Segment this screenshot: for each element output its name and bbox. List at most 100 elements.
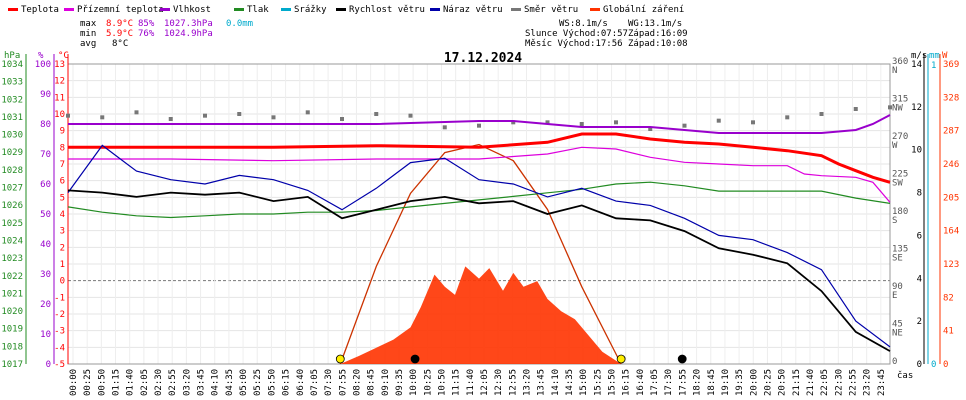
temperature-tick-5: 8 (60, 143, 65, 153)
direction-tick-1: 315 (892, 95, 908, 105)
x-tick-52: 21:40 (806, 369, 816, 396)
wind-speed-info: WS:8.1m/s (559, 19, 608, 29)
stat-max-press: 1027.3hPa (164, 19, 213, 29)
x-tick-23: 09:35 (395, 369, 405, 396)
wind-direction-point (682, 123, 687, 128)
radiation-tick-4: 205 (943, 193, 959, 203)
x-tick-33: 13:45 (537, 369, 547, 396)
wind-direction-point (100, 115, 105, 120)
wind-direction-point (168, 117, 173, 121)
wind-tick-5: 4 (917, 274, 922, 284)
legend-swatch-6 (430, 8, 440, 11)
x-tick-4: 01:40 (126, 369, 136, 396)
pressure-tick-5: 1029 (1, 148, 23, 158)
direction-label-7: NE (892, 329, 903, 339)
x-tick-50: 20:50 (778, 369, 788, 396)
x-tick-14: 05:50 (267, 369, 277, 396)
grid (67, 63, 891, 365)
wind-gust-line (67, 144, 891, 348)
x-tick-5: 02:05 (140, 369, 150, 396)
x-tick-40: 16:40 (636, 369, 646, 396)
legend-label-5: Rychlost větru (349, 5, 425, 15)
stat-avg-label: avg (80, 39, 96, 49)
pressure-tick-12: 1022 (1, 272, 23, 282)
wind-tick-1: 12 (911, 103, 922, 113)
humidity-tick-2: 80 (40, 120, 51, 130)
legend-label-0: Teplota (21, 5, 59, 15)
pressure-tick-16: 1018 (1, 342, 23, 352)
wind-tick-7: 0 (917, 360, 922, 370)
moon-set-info: Západ:10:08 (628, 39, 688, 49)
x-tick-25: 10:25 (423, 369, 433, 396)
wind-speed-line (67, 189, 891, 352)
x-tick-48: 20:00 (749, 369, 759, 396)
moon-rise-info: Měsíc Východ:17:56 (525, 39, 623, 49)
pressure-tick-1: 1033 (1, 78, 23, 88)
legend-label-2: Vlhkost (173, 5, 211, 15)
x-tick-30: 12:30 (494, 369, 504, 396)
chart-title: 17.12.2024 (444, 51, 522, 66)
wind-unit: m/s (911, 51, 927, 61)
x-tick-44: 18:20 (693, 369, 703, 396)
stat-max-rain: 0.0mm (226, 19, 253, 29)
radiation-tick-6: 123 (943, 260, 959, 270)
plot-area (66, 105, 892, 365)
wind-direction-point (648, 127, 653, 131)
x-tick-0: 00:00 (69, 369, 79, 396)
pressure-tick-2: 1032 (1, 95, 23, 105)
wind-direction-point (614, 120, 618, 125)
direction-tick-6: 90 (892, 282, 903, 292)
humidity-tick-8: 20 (40, 300, 51, 310)
wind-direction-point (442, 125, 447, 130)
x-tick-28: 11:40 (466, 369, 476, 396)
pressure-tick-17: 1017 (1, 360, 23, 370)
humidity-line (68, 114, 891, 134)
radiation-tick-9: 0 (943, 360, 948, 370)
legend-swatch-3 (234, 8, 244, 11)
x-tick-32: 13:20 (523, 369, 533, 396)
direction-tick-7: 45 (892, 320, 903, 330)
x-tick-8: 03:20 (182, 369, 192, 396)
legend-swatch-4 (281, 8, 291, 11)
x-tick-49: 20:25 (763, 369, 773, 396)
stat-max-hum: 85% (138, 19, 155, 29)
pressure-tick-8: 1026 (1, 201, 23, 211)
x-tick-29: 12:05 (480, 369, 490, 396)
x-tick-12: 05:00 (239, 369, 249, 396)
x-tick-43: 17:55 (678, 369, 688, 396)
stat-min-label: min (80, 29, 96, 39)
x-tick-41: 17:05 (650, 369, 660, 396)
wind-direction-point (203, 113, 207, 118)
x-axis-ticks: 00:00 00:25 00:50 01:15 01:40 02:05 02:30 02:55… (69, 369, 887, 396)
sunrise-marker (335, 354, 345, 364)
legend-swatch-0 (8, 8, 18, 11)
wind-direction-point (66, 113, 70, 118)
x-tick-46: 19:10 (721, 369, 731, 396)
stat-min-hum: 76% (138, 29, 155, 39)
wind-direction-point (751, 120, 755, 125)
wind-direction-point (579, 122, 584, 126)
x-tick-55: 22:55 (848, 369, 858, 396)
wind-direction-point (785, 115, 790, 120)
x-tick-7: 02:55 (168, 369, 178, 396)
wind-direction-point (888, 105, 892, 110)
theoretical-radiation-line (339, 143, 622, 365)
temperature-tick-4: 9 (60, 127, 65, 137)
wind-direction-point (271, 115, 276, 120)
direction-label-4: S (892, 216, 897, 226)
humidity-tick-9: 10 (40, 330, 51, 340)
stats-block: max 8.9°C 85% 1027.3hPa 0.0mm min 5.9°C … (80, 19, 253, 49)
direction-tick-2: 270 (892, 132, 908, 142)
x-tick-47: 19:35 (735, 369, 745, 396)
pressure-tick-3: 1031 (1, 113, 23, 123)
wind-info: WS:8.1m/s WG:13.1m/s Slunce Východ:07:57… (525, 19, 688, 49)
radiation-tick-8: 41 (943, 327, 954, 337)
temperature-tick-10: 3 (60, 227, 65, 237)
wind-direction-point (545, 120, 550, 125)
direction-label-1: NW (892, 104, 903, 114)
temperature-tick-9: 4 (60, 210, 65, 220)
x-tick-24: 10:00 (409, 369, 419, 396)
wind-tick-2: 10 (911, 146, 922, 156)
x-tick-38: 15:50 (608, 369, 618, 396)
